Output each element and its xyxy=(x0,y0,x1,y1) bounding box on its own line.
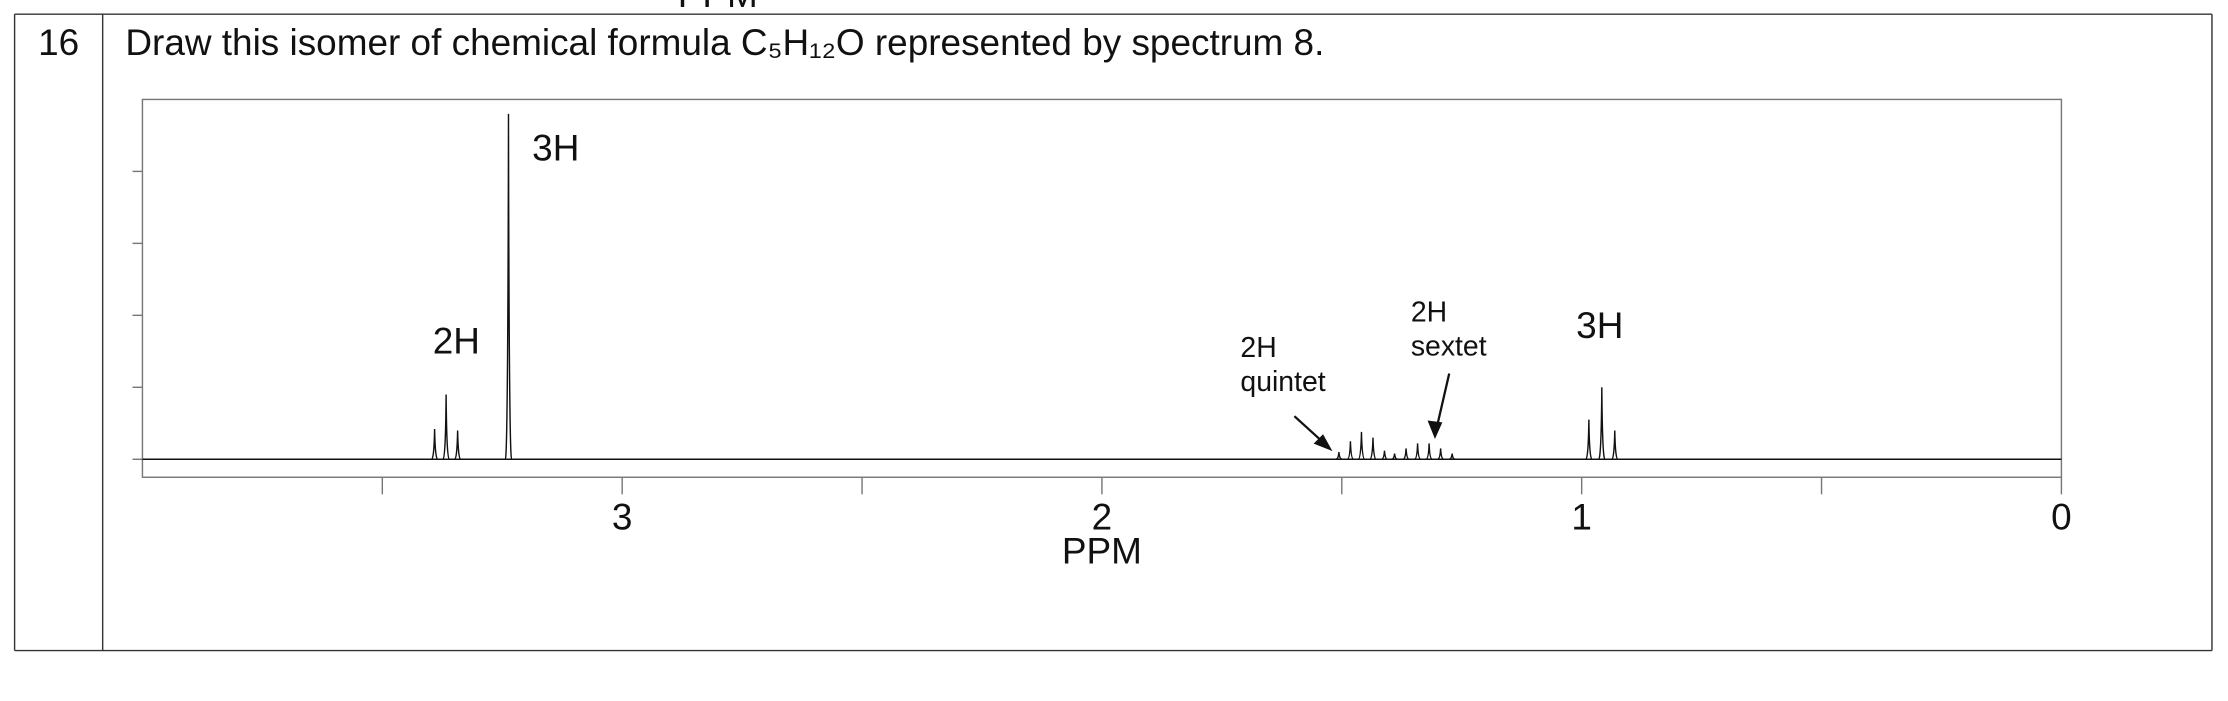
peak-annotation: sextet xyxy=(1411,331,1487,363)
peak-annotation: 2H xyxy=(1411,296,1447,328)
peak-annotation: 2H xyxy=(1240,332,1276,364)
peak xyxy=(1585,419,1593,460)
peak xyxy=(1448,453,1456,460)
x-tick-label: 2 xyxy=(1092,497,1113,538)
peak xyxy=(1391,453,1398,460)
annotation-arrows xyxy=(1293,373,1451,452)
peak xyxy=(1437,448,1444,460)
peak xyxy=(1597,387,1606,460)
peak xyxy=(1425,443,1433,460)
peak xyxy=(430,429,439,460)
question-text: Draw this isomer of chemical formula C₅H… xyxy=(125,22,1324,63)
x-axis-label: PPM xyxy=(1062,531,1142,572)
peak xyxy=(1335,452,1343,460)
peak xyxy=(1611,430,1619,460)
x-tick-label: 3 xyxy=(612,497,633,538)
x-tick-label: 1 xyxy=(1571,497,1592,538)
peak-annotation: 3H xyxy=(1576,305,1623,346)
peak xyxy=(1381,450,1388,460)
peak-annotation: 3H xyxy=(532,127,579,168)
peak xyxy=(1402,448,1410,460)
question-number: 16 xyxy=(38,22,79,63)
peak xyxy=(504,113,513,460)
peak xyxy=(454,430,462,460)
peak xyxy=(442,394,450,460)
table-borders xyxy=(13,13,2213,652)
plot-frame xyxy=(141,98,2063,478)
previous-row-fragment: PPM xyxy=(678,0,758,15)
peak xyxy=(1357,431,1365,460)
peak xyxy=(1369,437,1377,460)
peak xyxy=(1414,443,1421,460)
x-tick-label: 0 xyxy=(2051,497,2072,538)
peak-annotation: quintet xyxy=(1240,366,1325,398)
peak xyxy=(1347,441,1354,460)
peak-annotation: 2H xyxy=(433,320,480,361)
